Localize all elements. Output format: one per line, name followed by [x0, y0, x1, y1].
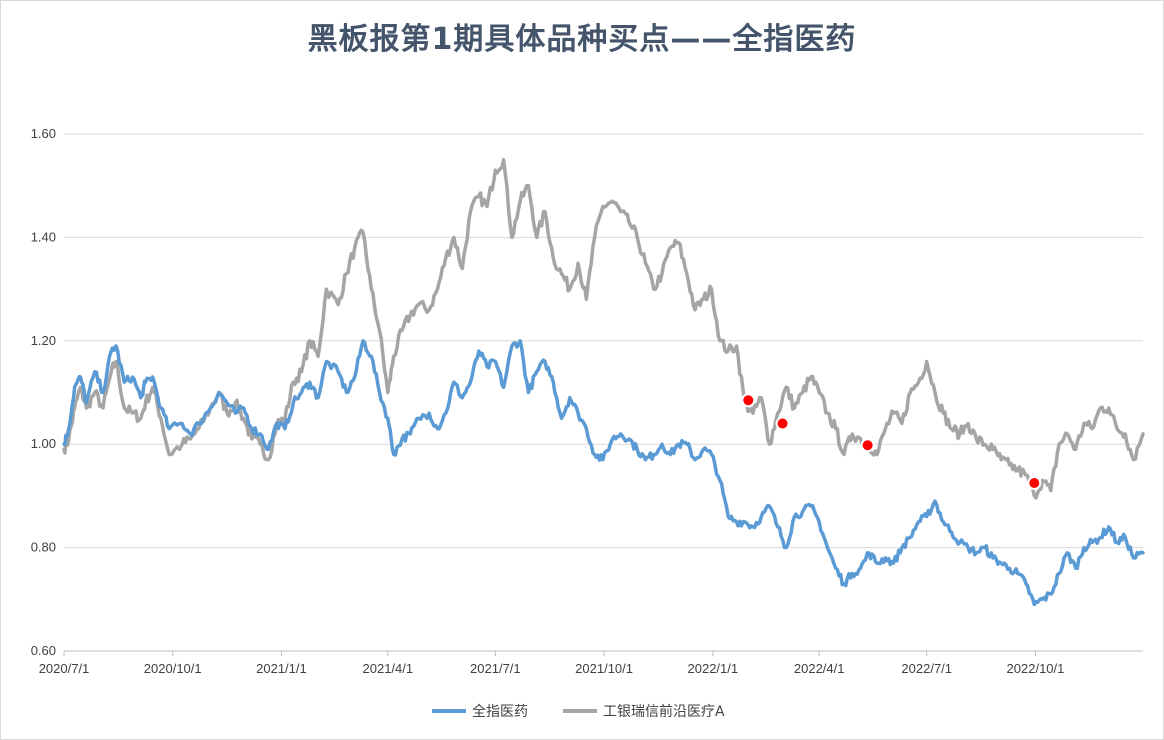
x-tick-label: 2020/7/1: [39, 661, 90, 676]
x-axis-ticks: 2020/7/1 2020/10/1 2021/1/1 2021/4/1 2021/7/…: [39, 651, 1065, 676]
x-tick-label: 2022/10/1: [1007, 661, 1065, 676]
legend-label: 工银瑞信前沿医疗A: [603, 703, 725, 720]
x-tick-label: 2021/7/1: [470, 661, 521, 676]
buy-point-marker: [1027, 475, 1042, 490]
buy-point-marker: [741, 393, 756, 408]
x-tick-label: 2020/10/1: [144, 661, 202, 676]
x-tick-label: 2021/1/1: [256, 661, 307, 676]
y-tick-label: 1.20: [31, 333, 56, 348]
grid-lines: [64, 133, 1143, 549]
buy-point-marker: [860, 438, 875, 453]
y-tick-label: 1.60: [31, 126, 56, 141]
y-tick-label: 0.80: [31, 540, 56, 555]
legend: 全指医药 工银瑞信前沿医疗A: [432, 703, 725, 720]
y-axis-ticks: 0.60 0.80 1.00 1.20 1.40 1.60: [31, 126, 56, 658]
series-lines: [62, 158, 1145, 607]
x-tick-label: 2022/7/1: [901, 661, 952, 676]
x-tick-label: 2022/4/1: [794, 661, 845, 676]
y-tick-label: 1.00: [31, 436, 56, 451]
series-line-quanzhi-yiyao: [62, 339, 1145, 607]
buy-point-marker: [775, 416, 790, 431]
x-tick-label: 2022/1/1: [688, 661, 739, 676]
y-tick-label: 1.40: [31, 229, 56, 244]
chart-title: 黑板报第1期具体品种买点——全指医药: [307, 22, 857, 57]
buy-point-markers: [741, 393, 1042, 490]
series-line-gongyin-ruixin: [62, 158, 1145, 500]
y-tick-label: 0.60: [31, 643, 56, 658]
x-tick-label: 2021/4/1: [363, 661, 414, 676]
x-tick-label: 2021/10/1: [575, 661, 633, 676]
legend-label: 全指医药: [472, 703, 528, 720]
